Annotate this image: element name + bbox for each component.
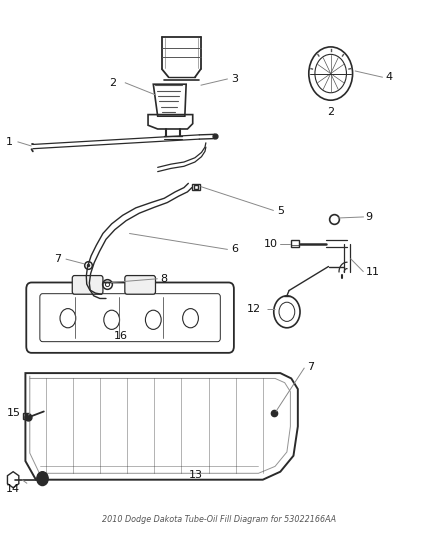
Text: 4: 4 [385, 72, 392, 82]
Text: 1: 1 [6, 137, 13, 147]
Text: 9: 9 [366, 212, 373, 222]
Text: 7: 7 [307, 362, 314, 372]
Text: 6: 6 [231, 245, 238, 254]
Text: 15: 15 [7, 408, 21, 417]
Text: 13: 13 [189, 471, 203, 480]
Text: 2: 2 [110, 78, 117, 87]
Text: 5: 5 [277, 206, 284, 215]
Text: 8: 8 [161, 274, 168, 284]
Text: 12: 12 [247, 304, 261, 314]
Text: 7: 7 [54, 254, 61, 264]
Text: 11: 11 [366, 267, 380, 277]
Text: 2: 2 [327, 107, 334, 117]
Text: 3: 3 [231, 74, 238, 84]
FancyBboxPatch shape [125, 276, 155, 294]
Circle shape [37, 472, 48, 486]
Text: 10: 10 [264, 239, 278, 248]
Text: 14: 14 [6, 484, 20, 494]
Text: 16: 16 [113, 331, 127, 341]
Text: 2010 Dodge Dakota Tube-Oil Fill Diagram for 53022166AA: 2010 Dodge Dakota Tube-Oil Fill Diagram … [102, 515, 336, 524]
FancyBboxPatch shape [72, 276, 103, 294]
